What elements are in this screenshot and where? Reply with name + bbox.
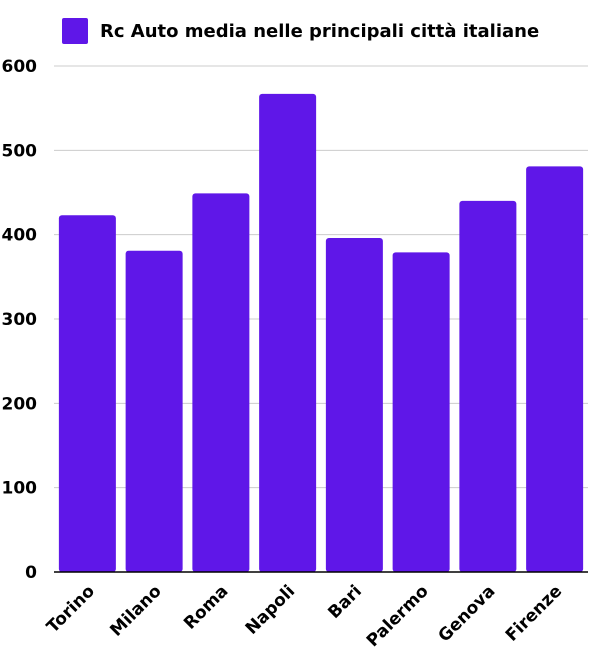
legend: Rc Auto media nelle principali città ita… <box>62 18 539 44</box>
y-tick-label: 600 <box>2 57 38 77</box>
bar-bari <box>325 238 383 573</box>
bar-napoli <box>259 93 317 572</box>
x-tick-label: Bari <box>324 581 365 622</box>
y-tick-label: 500 <box>2 141 38 161</box>
x-tick-label: Roma <box>180 581 232 633</box>
y-axis-ticks: 0 100 200 300 400 500 600 <box>2 57 38 583</box>
bars <box>58 93 584 573</box>
y-tick-label: 400 <box>2 226 38 246</box>
legend-label: Rc Auto media nelle principali città ita… <box>100 21 539 42</box>
bar-milano <box>125 250 183 572</box>
y-tick-label: 200 <box>2 394 38 414</box>
bar-genova <box>459 200 517 572</box>
bar-firenze <box>526 166 584 572</box>
y-tick-label: 0 <box>25 563 37 583</box>
x-tick-label: Genova <box>434 581 499 646</box>
bar-palermo <box>392 252 450 573</box>
legend-swatch <box>62 18 88 44</box>
bar-torino <box>58 215 116 572</box>
x-tick-label: Milano <box>106 581 165 640</box>
x-tick-label: Palermo <box>363 581 433 651</box>
x-tick-label: Napoli <box>242 581 299 638</box>
x-tick-label: Firenze <box>502 581 566 645</box>
bar-roma <box>192 193 250 573</box>
x-tick-label: Torino <box>43 581 99 637</box>
y-tick-label: 300 <box>2 310 38 330</box>
y-tick-label: 100 <box>2 479 38 499</box>
